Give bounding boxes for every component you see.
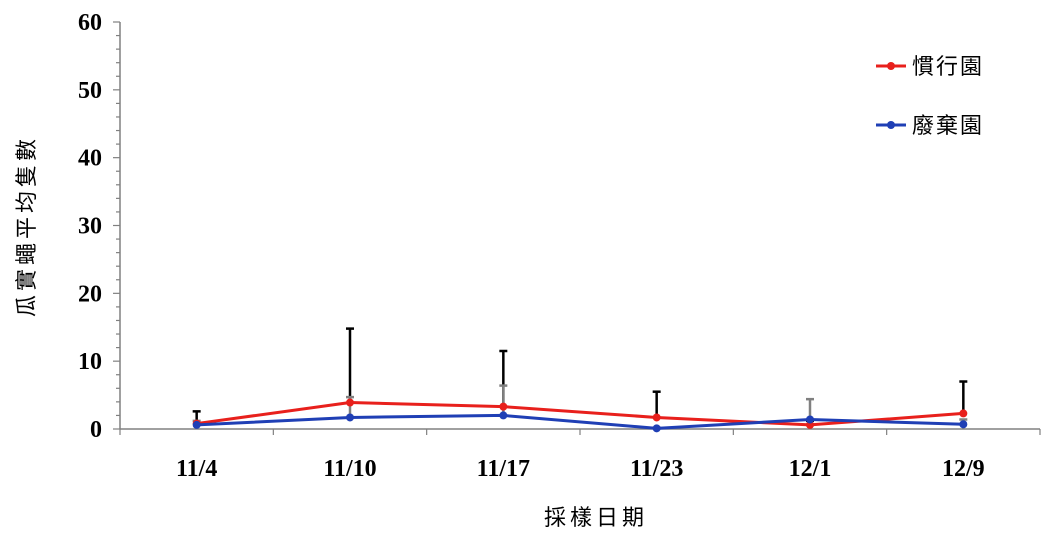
data-point [346,413,354,422]
y-axis-title: 瓜實蠅平均隻數 [15,135,40,317]
y-tick-label: 50 [78,78,102,104]
x-tick-label: 11/23 [630,456,683,482]
error-bars [192,327,968,429]
legend-label: 廢棄園 [912,114,984,139]
x-tick-label: 12/1 [789,456,832,482]
x-tick-labels: 11/4 11/10 11/17 11/23 12/1 12/9 [176,456,985,482]
x-tick-label: 11/17 [477,456,530,482]
y-tick-label: 0 [90,417,102,443]
legend-label: 慣行園 [912,55,984,80]
axis-ticks [113,21,1041,435]
data-point [499,411,508,420]
y-tick-label: 40 [78,146,102,172]
data-point [959,409,968,418]
x-axis-title: 採樣日期 [544,506,648,531]
data-point [806,415,814,424]
data-point [959,420,968,429]
data-point [652,424,661,433]
x-tick-label: 11/10 [323,456,376,482]
series-line [196,401,964,427]
data-point [346,398,354,407]
data-point [192,420,201,429]
y-tick-label: 30 [78,214,102,240]
legend-swatch-marker [887,121,895,129]
series-lines [192,398,968,433]
data-point [499,402,508,411]
y-tick-label: 20 [78,281,102,307]
x-tick-label: 11/4 [176,456,217,482]
y-tick-label: 60 [78,10,102,36]
data-point [652,413,661,422]
x-tick-label: 12/9 [942,456,985,482]
y-tick-label: 10 [78,349,102,375]
series-line [196,413,964,430]
legend-swatch-marker [887,62,895,70]
y-tick-labels: 0 10 20 30 40 50 60 [78,10,102,443]
